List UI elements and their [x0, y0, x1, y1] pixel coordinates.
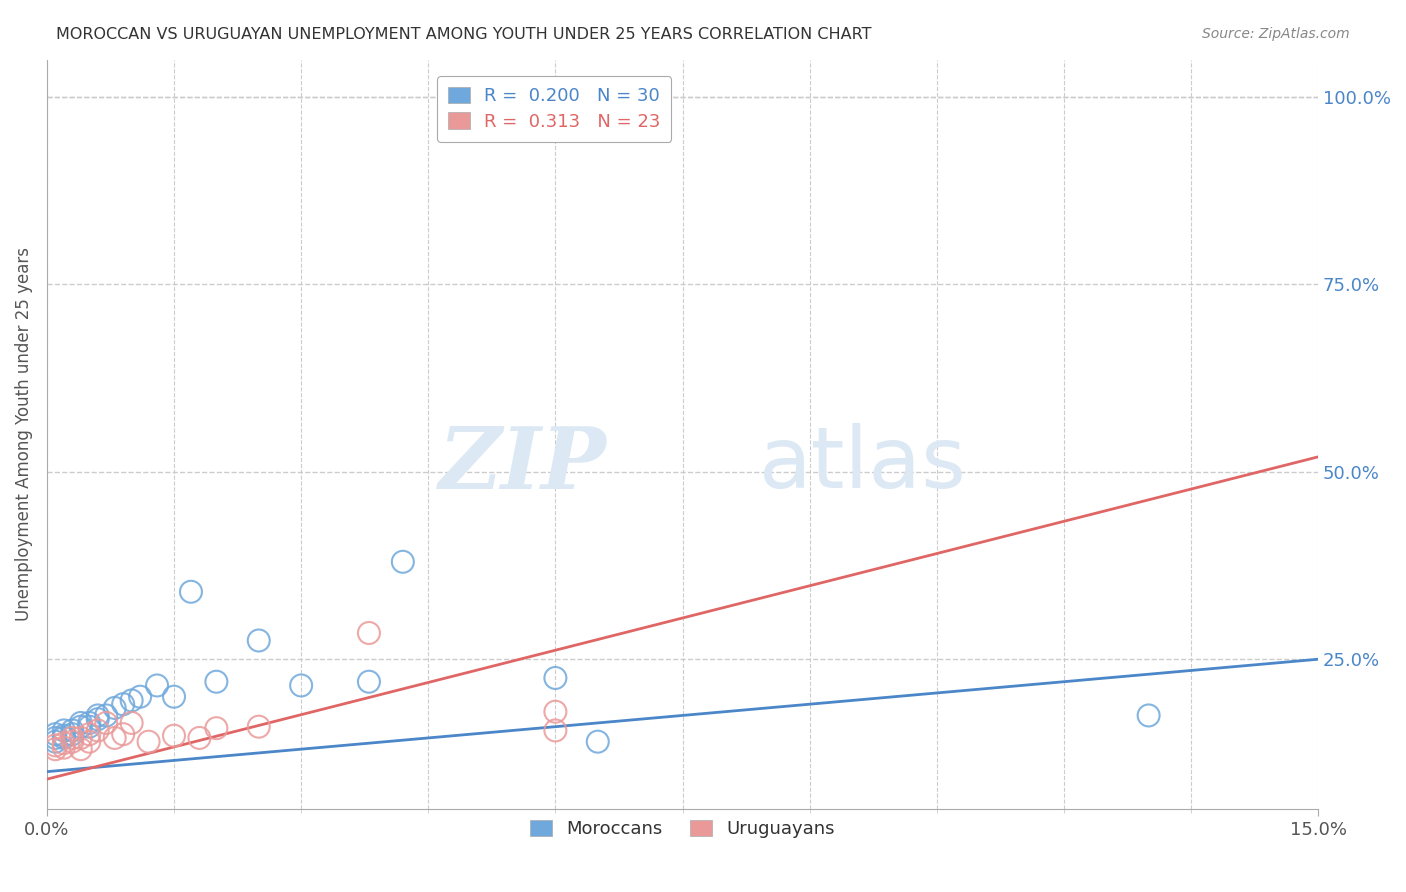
Point	[60, 731, 83, 745]
Point	[52, 723, 75, 738]
Point	[205, 721, 228, 735]
Point	[544, 671, 567, 685]
Point	[247, 633, 270, 648]
Point	[138, 734, 160, 748]
Text: MOROCCAN VS URUGUAYAN UNEMPLOYMENT AMONG YOUTH UNDER 25 YEARS CORRELATION CHART: MOROCCAN VS URUGUAYAN UNEMPLOYMENT AMONG…	[56, 27, 872, 42]
Point	[52, 740, 75, 755]
Point	[1137, 708, 1160, 723]
Y-axis label: Unemployment Among Youth under 25 years: Unemployment Among Youth under 25 years	[15, 247, 32, 622]
Point	[44, 734, 66, 748]
Point	[544, 705, 567, 719]
Point	[121, 715, 143, 730]
Point	[104, 701, 127, 715]
Point	[163, 729, 186, 743]
Point	[44, 727, 66, 741]
Point	[44, 731, 66, 745]
Point	[357, 674, 380, 689]
Point	[544, 723, 567, 738]
Point	[87, 723, 110, 738]
Text: ZIP: ZIP	[439, 423, 606, 506]
Point	[112, 727, 135, 741]
Text: atlas: atlas	[759, 423, 967, 506]
Point	[357, 626, 380, 640]
Point	[44, 739, 66, 753]
Point	[104, 731, 127, 745]
Point	[69, 715, 91, 730]
Point	[112, 697, 135, 711]
Point	[290, 678, 312, 692]
Point	[163, 690, 186, 704]
Point	[586, 734, 609, 748]
Point	[87, 712, 110, 726]
Point	[69, 731, 91, 745]
Point	[96, 715, 118, 730]
Point	[77, 727, 100, 741]
Point	[180, 584, 202, 599]
Point	[52, 729, 75, 743]
Point	[44, 742, 66, 756]
Point	[247, 720, 270, 734]
Point	[69, 742, 91, 756]
Point	[60, 734, 83, 748]
Point	[52, 736, 75, 750]
Point	[52, 731, 75, 745]
Point	[205, 674, 228, 689]
Point	[188, 731, 211, 745]
Point	[96, 708, 118, 723]
Point	[87, 708, 110, 723]
Point	[69, 720, 91, 734]
Point	[77, 715, 100, 730]
Point	[77, 734, 100, 748]
Point	[77, 720, 100, 734]
Text: Source: ZipAtlas.com: Source: ZipAtlas.com	[1202, 27, 1350, 41]
Point	[129, 690, 152, 704]
Point	[60, 723, 83, 738]
Point	[392, 555, 415, 569]
Point	[146, 678, 169, 692]
Legend: Moroccans, Uruguayans: Moroccans, Uruguayans	[523, 813, 842, 845]
Point	[60, 727, 83, 741]
Point	[121, 693, 143, 707]
